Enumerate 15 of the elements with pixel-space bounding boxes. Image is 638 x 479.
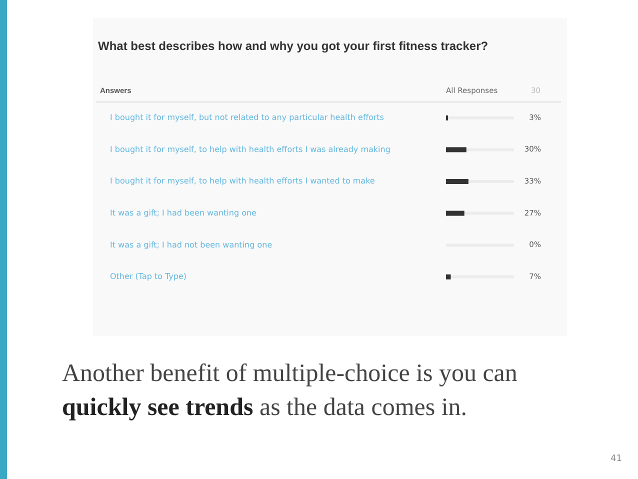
- text: 41: [610, 454, 622, 464]
- y-tick-label: I bought it for myself, to help with health efforts I was already making: [110, 144, 390, 154]
- bar: [446, 147, 466, 152]
- y-tick-label: I bought it for myself, but not related to any particular health efforts: [110, 113, 384, 122]
- y-tick-label: It was a gift; I had been wanting one: [110, 208, 257, 218]
- y-tick-label: I bought it for myself, to help with health efforts I wanted to make: [110, 176, 375, 186]
- bar: [446, 179, 468, 184]
- text: Another benefit of multiple-choice is you can: [62, 360, 518, 387]
- bar: [446, 274, 451, 280]
- text: quickly see trends: [62, 394, 254, 421]
- bar: [446, 210, 464, 216]
- y-tick-label: Other (Tap to Type): [110, 272, 187, 282]
- y-tick-label: It was a gift; I had not been wanting one: [110, 240, 272, 250]
- text: What best describes how and why you got your first fitness tracker?: [98, 39, 488, 53]
- text: as the data comes in.: [253, 394, 468, 421]
